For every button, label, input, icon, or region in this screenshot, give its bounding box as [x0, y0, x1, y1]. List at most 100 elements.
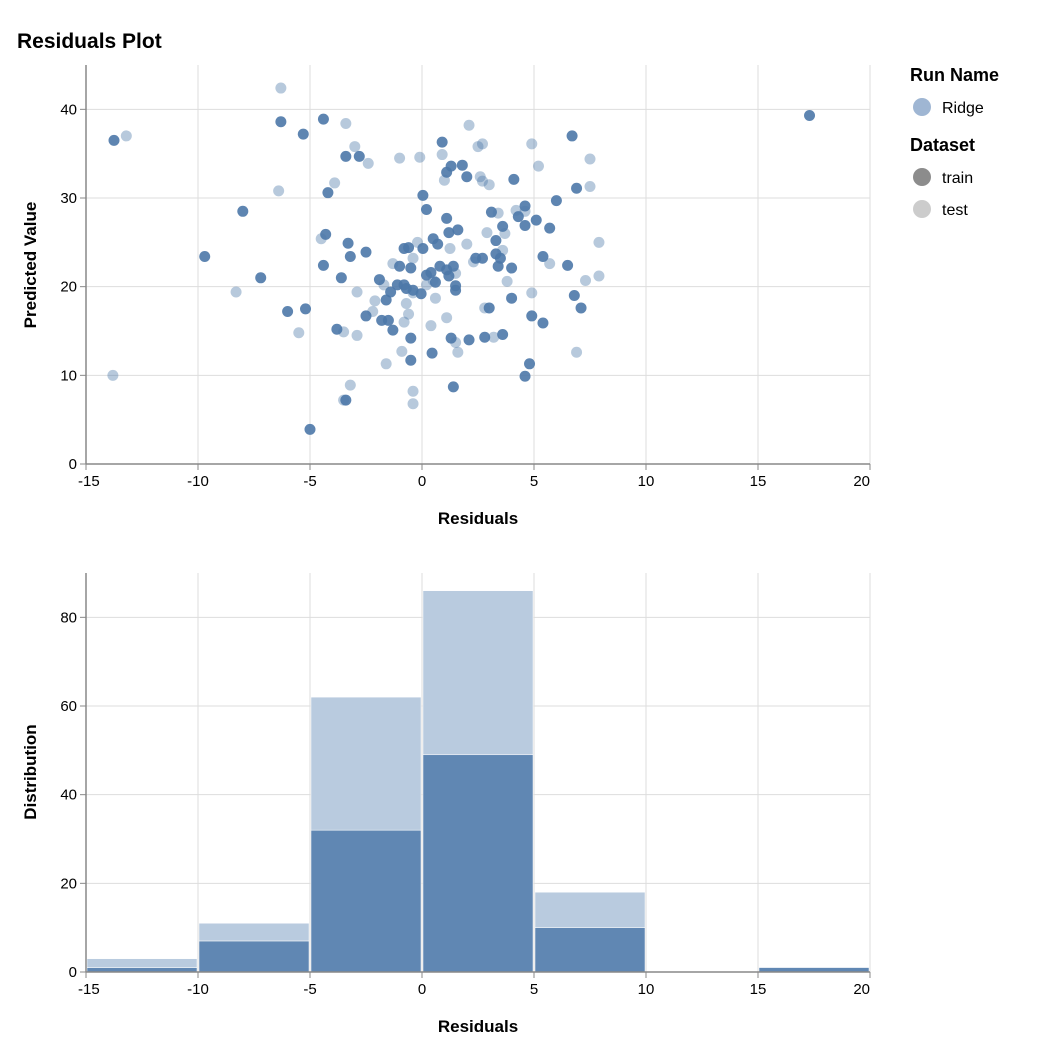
scatter-point-train: [344, 251, 356, 263]
scatter-y-tick-label: 0: [69, 456, 77, 473]
scatter-point-train: [237, 205, 249, 217]
scatter-point-train: [432, 238, 444, 250]
scatter-point-train: [526, 310, 538, 322]
scatter-point-train: [425, 266, 437, 278]
scatter-point-test: [414, 151, 426, 163]
hist-x-tick-label: 5: [530, 981, 538, 998]
scatter-point-test: [461, 238, 473, 250]
scatter-point-train: [320, 228, 332, 240]
scatter-point-train: [417, 189, 429, 201]
scatter-point-test: [275, 82, 287, 94]
scatter-point-test: [476, 138, 488, 150]
scatter-point-train: [436, 136, 448, 148]
scatter-point-test: [230, 286, 242, 298]
scatter-point-test: [483, 179, 495, 191]
scatter-point-train: [199, 251, 211, 263]
scatter-point-test: [481, 227, 493, 239]
histogram-plot: -15 -10 -5 0 5 10 15 20 0 20 40 60 80: [60, 573, 871, 998]
scatter-point-test: [425, 320, 437, 332]
scatter-point-train: [447, 381, 459, 393]
scatter-point-train: [322, 187, 334, 199]
scatter-point-test: [407, 252, 419, 264]
hist-x-tick-label: -5: [303, 981, 316, 998]
legend-ridge-symbol: [913, 98, 931, 116]
scatter-point-train: [340, 150, 352, 162]
scatter-point-test: [526, 287, 538, 299]
chart-title: Residuals Plot: [17, 30, 162, 53]
scatter-point-test: [463, 119, 475, 131]
scatter-point-train: [429, 276, 441, 288]
scatter-point-test: [107, 369, 119, 381]
scatter-point-train: [512, 211, 524, 223]
scatter-point-train: [275, 116, 287, 128]
scatter-point-train: [804, 110, 816, 122]
scatter-plot: -15 -10 -5 0 5 10 15 20 0 10 20 30 40: [60, 65, 871, 490]
scatter-point-test: [120, 130, 132, 142]
scatter-point-train: [331, 323, 343, 335]
legend-test-symbol: [913, 200, 931, 218]
scatter-point-train: [519, 370, 531, 382]
scatter-point-test: [396, 345, 408, 357]
scatter-x-tick-label: 5: [530, 473, 538, 490]
scatter-point-train: [405, 262, 417, 274]
scatter-point-test: [369, 295, 381, 307]
legend-ridge-label[interactable]: Ridge: [942, 100, 984, 117]
hist-y-tick-label: 80: [60, 609, 77, 626]
scatter-point-train: [537, 251, 549, 263]
scatter-point-train: [490, 235, 502, 247]
scatter-point-train: [360, 246, 372, 258]
scatter-point-train: [394, 260, 406, 272]
scatter-point-train: [456, 159, 468, 171]
scatter-point-test: [340, 118, 352, 130]
scatter-point-train: [519, 219, 531, 231]
scatter-point-train: [524, 358, 536, 370]
scatter-point-train: [506, 292, 518, 304]
hist-y-tick-label: 0: [69, 964, 77, 981]
scatter-point-train: [519, 200, 531, 212]
scatter-point-test: [362, 157, 374, 169]
scatter-point-train: [382, 314, 394, 326]
scatter-point-train: [497, 220, 509, 232]
scatter-point-train: [476, 252, 488, 264]
scatter-point-train: [405, 332, 417, 344]
scatter-point-train: [479, 331, 491, 343]
scatter-y-tick-label: 10: [60, 367, 77, 384]
hist-bar-test: [534, 891, 646, 928]
hist-y-tick-label: 40: [60, 787, 77, 804]
scatter-point-test: [526, 138, 538, 150]
scatter-point-test: [472, 141, 484, 153]
scatter-point-test: [349, 141, 361, 153]
scatter-point-train: [385, 286, 397, 298]
scatter-point-test: [444, 243, 456, 255]
scatter-y-axis-title: Predicted Value: [21, 202, 40, 329]
scatter-x-tick-label: 10: [638, 473, 655, 490]
scatter-point-train: [445, 332, 457, 344]
scatter-point-test: [488, 331, 500, 343]
scatter-point-train: [485, 206, 497, 218]
legend-test-label[interactable]: test: [942, 202, 968, 219]
scatter-point-train: [420, 204, 432, 216]
scatter-point-test: [403, 308, 415, 320]
scatter-point-train: [445, 160, 457, 172]
scatter-point-train: [497, 329, 509, 341]
scatter-point-train: [508, 173, 520, 185]
scatter-point-test: [400, 298, 412, 310]
scatter-point-test: [441, 312, 453, 324]
legend-train-label[interactable]: train: [942, 170, 973, 187]
scatter-point-test: [501, 275, 513, 287]
scatter-x-tick-label: 15: [750, 473, 767, 490]
hist-y-axis-title: Distribution: [21, 724, 40, 819]
scatter-point-train: [483, 302, 495, 314]
scatter-x-tick-label: -10: [187, 473, 209, 490]
hist-bar-test: [86, 958, 198, 968]
scatter-point-train: [108, 134, 120, 146]
hist-bar-train: [198, 940, 310, 973]
scatter-point-test: [407, 398, 419, 410]
scatter-point-test: [571, 346, 583, 358]
scatter-point-test: [436, 149, 448, 161]
scatter-point-test: [544, 258, 556, 270]
scatter-point-train: [403, 242, 415, 254]
scatter-point-test: [293, 327, 305, 339]
scatter-x-tick-label: 0: [418, 473, 426, 490]
hist-x-tick-label: 10: [638, 981, 655, 998]
